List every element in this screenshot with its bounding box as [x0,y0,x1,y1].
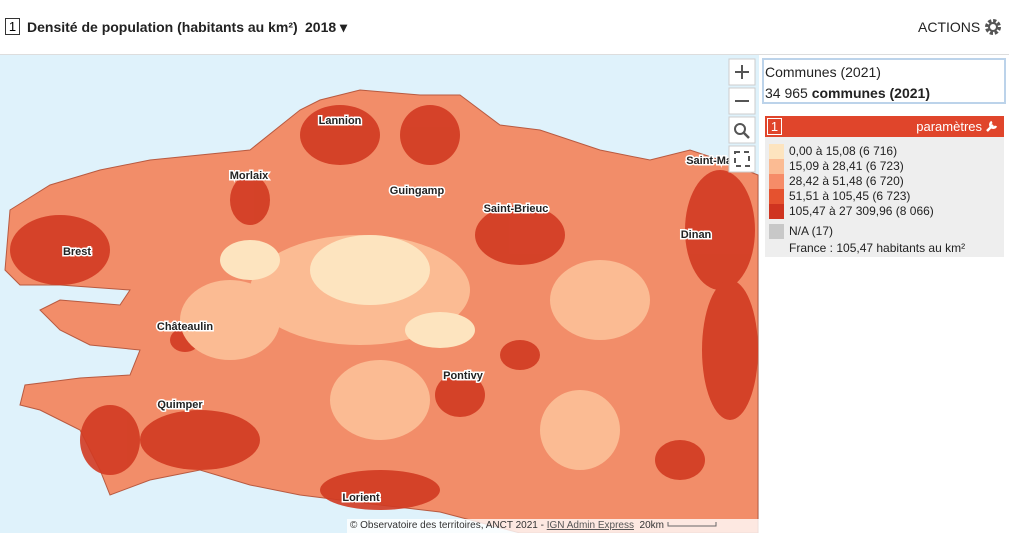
scale-bar [667,522,717,527]
panel-count: 34 965 [765,85,808,101]
legend-label: N/A (17) [789,224,834,238]
legend-label: 0,00 à 15,08 (6 716) [789,144,898,158]
legend-swatch[interactable] [769,204,784,219]
layer-number: 1 [5,18,20,35]
legend: 1 paramètres 0,00 à 15,08 (6 716) 15,09 à… [765,116,1004,257]
city-label: Brest [63,246,91,258]
legend-swatch[interactable] [769,144,784,159]
legend-swatch[interactable] [769,189,784,204]
year-select[interactable]: 2018 ▾ [305,19,348,35]
scale-label: 20km [639,520,664,531]
city-label: Châteaulin [157,321,214,333]
city-label: Quimper [157,399,203,411]
city-label: Morlaix [230,170,269,182]
search-icon [734,123,746,135]
legend-swatch[interactable] [769,174,784,189]
city-label: Lorient [342,492,380,504]
legend-header: 1 paramètres [765,116,1004,137]
map[interactable]: Lannion Morlaix Guingamp Saint-Malo Sain… [0,55,759,533]
attribution-link[interactable]: IGN Admin Express [546,520,634,531]
header: 1 Densité de population (habitants au km… [0,0,1009,55]
wrench-icon[interactable] [985,119,999,133]
actions-button[interactable]: ACTIONS [918,19,1001,35]
city-labels: Lannion Morlaix Guingamp Saint-Malo Sain… [61,114,743,506]
actions-label[interactable]: ACTIONS [918,19,981,35]
gear-icon[interactable] [984,18,1002,36]
legend-label: 15,09 à 28,41 (6 723) [789,159,904,173]
city-label: Saint-Brieuc [484,203,549,215]
fullscreen-icon [734,151,750,167]
map-controls[interactable] [728,58,756,173]
year[interactable]: 2018 [305,19,337,35]
territory-panel: Communes (2021) 34 965 communes (2021) [762,58,1006,104]
legend-note: France : 105,47 habitants au km² [789,241,966,255]
attribution: © Observatoire des territoires, ANCT 202… [347,519,761,533]
panel-count-label: communes (2021) [811,85,930,101]
attribution-text: © Observatoire des territoires, ANCT 202… [350,520,547,531]
legend-label: 105,47 à 27 309,96 (8 066) [789,204,934,218]
legend-swatch[interactable] [769,224,784,239]
legend-swatch[interactable] [769,159,784,174]
settings-link[interactable]: paramètres [916,119,982,134]
city-label: Lannion [319,115,362,127]
fullscreen[interactable] [728,145,756,173]
panel-title: Communes (2021) [765,64,881,80]
city-label: Pontivy [443,370,484,382]
legend-label: 28,42 à 51,48 (6 720) [789,174,904,188]
legend-number: 1 [767,118,782,135]
zoom-in-icon [735,65,749,79]
city-label: Dinan [681,229,712,241]
search[interactable] [728,116,756,144]
map-title: Densité de population (habitants au km²) [27,19,298,35]
legend-label: 51,51 à 105,45 (6 723) [789,189,911,203]
city-label: Guingamp [390,185,445,197]
